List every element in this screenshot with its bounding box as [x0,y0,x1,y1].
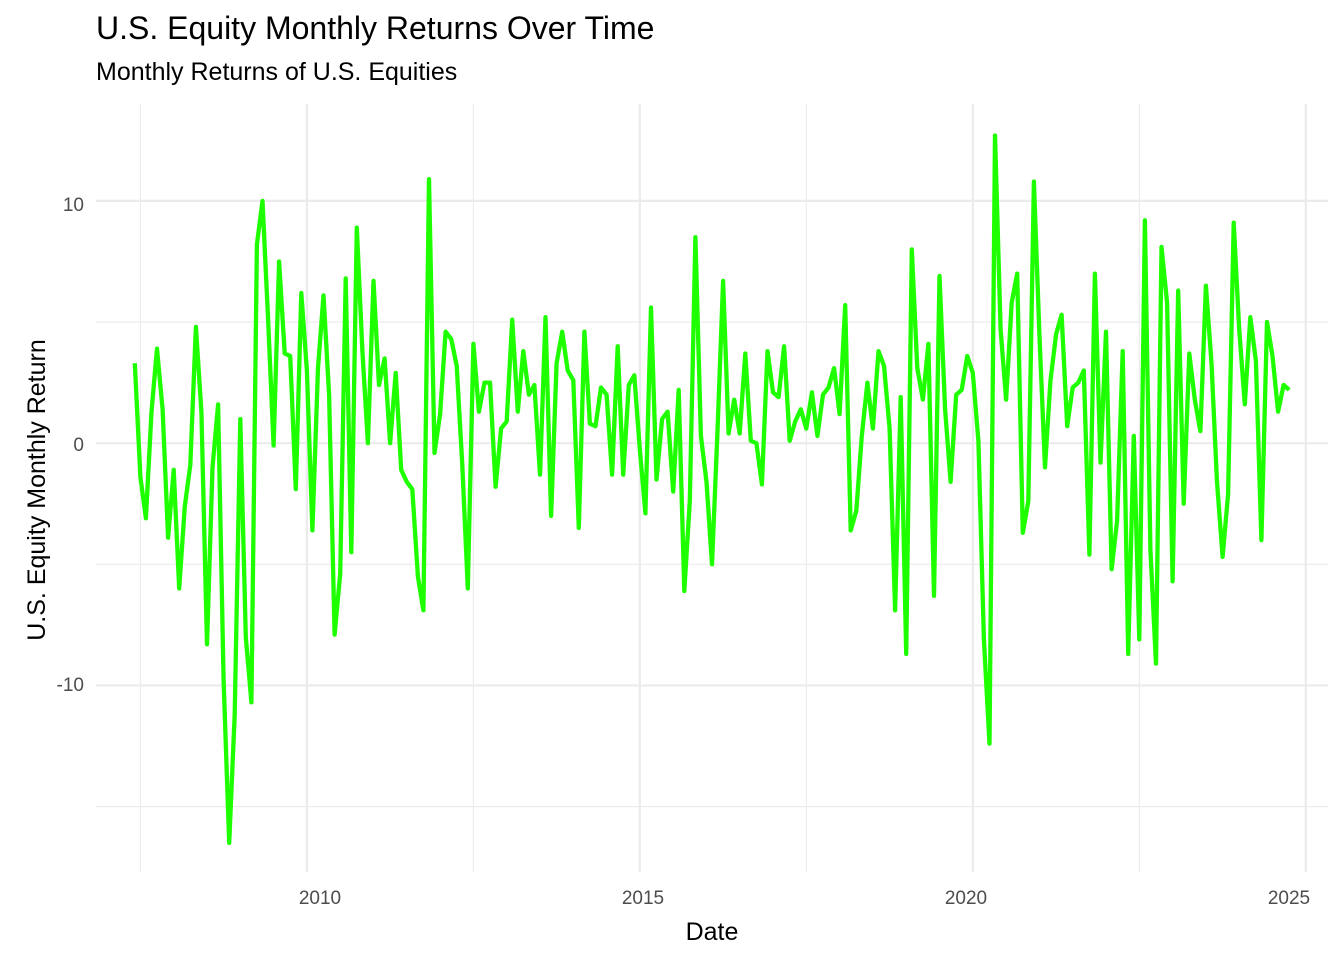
series-line [132,133,1291,846]
x-tick-label: 2020 [945,888,987,909]
x-axis-title: Date [686,918,739,946]
chart-subtitle: Monthly Returns of U.S. Equities [96,58,458,86]
y-axis-title: U.S. Equity Monthly Return [23,339,51,641]
y-tick-label: -10 [57,675,84,696]
x-tick-label: 2015 [622,888,664,909]
y-tick-label: 10 [63,195,84,216]
y-tick-label: 0 [73,435,84,456]
x-tick-label: 2010 [299,888,341,909]
x-tick-label: 2025 [1268,888,1310,909]
series-layer [132,133,1291,846]
chart-title: U.S. Equity Monthly Returns Over Time [96,10,655,46]
